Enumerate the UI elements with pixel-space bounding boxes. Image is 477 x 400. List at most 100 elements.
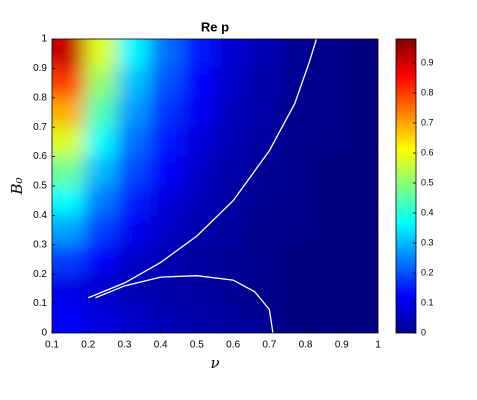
heatmap-cell [280,303,313,333]
y-tick-label: 0.4 [33,210,47,221]
heatmap-cell [280,68,313,98]
x-tick-label: 0.8 [299,340,313,351]
heatmap-cell [84,244,118,275]
heatmap-cell [52,156,85,186]
y-tick-label: 0 [41,328,47,339]
colorbar-tick-label: 0 [421,327,426,337]
heatmap-cell [247,215,281,245]
heatmap-cell [52,303,85,333]
y-tick-label: 0.7 [33,122,47,133]
y-tick-label: 0.1 [33,298,47,309]
heatmap-cell [52,68,85,98]
heatmap-cell [280,186,313,216]
colorbar [395,38,417,334]
x-axis-label: ν [210,354,219,372]
heatmap-cell [280,274,313,304]
heatmap-cell [280,39,313,69]
heatmap-cell [345,39,378,69]
heatmap-cell [345,97,378,128]
heatmap-cell [280,156,313,186]
heatmap-cell [312,244,346,275]
heatmap-cell [182,127,215,157]
heatmap-cell [215,156,248,186]
x-tick-label: 0.3 [117,340,131,351]
colorbar-tick-label: 0.6 [421,147,434,157]
heatmap-cell [182,186,215,216]
colorbar-tick-label: 0.2 [421,267,434,277]
heatmap-cell [345,127,378,157]
heatmap-cell [312,303,346,333]
heatmap-cell [312,68,346,98]
heatmap-cell [84,215,118,245]
heatmap-cell [345,303,378,333]
y-tick-label: 1 [41,34,47,45]
cells [52,39,378,333]
heatmap-cell [84,68,118,98]
heatmap-cell [312,39,346,69]
heatmap-cell [117,215,150,245]
heatmap-cell [84,156,118,186]
heatmap-cell [84,274,118,304]
contours [87,39,318,333]
heatmap-cell [280,97,313,128]
heatmap-cell [215,186,248,216]
y-axis-label: B₀ [8,177,26,195]
colorbar-tick-label: 0.3 [421,237,434,247]
heatmap-cell [247,274,281,304]
heatmap-cell [117,303,150,333]
heatmap-cell [117,156,150,186]
heatmap-cell [182,39,215,69]
heatmap-cell [84,127,118,157]
heatmap-cell [182,68,215,98]
x-tick-label: 0.2 [81,340,95,351]
heatmap-cell [117,97,150,128]
y-tick-label: 0.5 [33,181,47,192]
heatmap-cell [182,244,215,275]
heatmap-cell [84,303,118,333]
heatmap-cell [52,215,85,245]
colorbar-tick-label: 0.4 [421,207,434,217]
heatmap-cell [149,68,183,98]
chart-title: Re p [201,19,229,34]
heatmap-cell [280,244,313,275]
heatmap-cell [52,39,85,69]
heatmap-cell [52,186,85,216]
heatmap-cell [215,127,248,157]
heatmap-cell [182,156,215,186]
heatmap-cell [117,127,150,157]
heatmap-cell [247,39,281,69]
heatmap-cell [182,303,215,333]
x-tick-label: 0.9 [335,340,349,351]
heatmap-cell [182,215,215,245]
heatmap-cell [247,127,281,157]
y-tick-label: 0.2 [33,269,47,280]
heatmap-cell [149,303,183,333]
heatmap-cell [182,274,215,304]
heatmap-cell [117,274,150,304]
heatmap-cell [52,127,85,157]
heatmap-cell [117,68,150,98]
heatmap-cell [52,97,85,128]
heatmap-cell [117,244,150,275]
heatmap-cell [182,97,215,128]
colorbar-tick-label: 0.8 [421,87,434,97]
heatmap-cell [117,39,150,69]
heatmap-cell [345,68,378,98]
heatmap-cell [84,39,118,69]
heatmap-cell [84,186,118,216]
heatmap-cell [247,97,281,128]
colorbar-tick-label: 0.9 [421,57,434,67]
y-tick-label: 0.6 [33,151,47,162]
heatmap [52,39,378,333]
y-tick-label: 0.8 [33,92,47,103]
heatmap-cell [312,156,346,186]
heatmap-cell [247,156,281,186]
heatmap-cell [215,303,248,333]
heatmap-cell [312,274,346,304]
heatmap-cell [84,97,118,128]
heatmap-cell [149,127,183,157]
heatmap-cell [345,215,378,245]
colorbar-tick-label: 0.5 [421,177,434,187]
heatmap-cell [52,244,85,275]
